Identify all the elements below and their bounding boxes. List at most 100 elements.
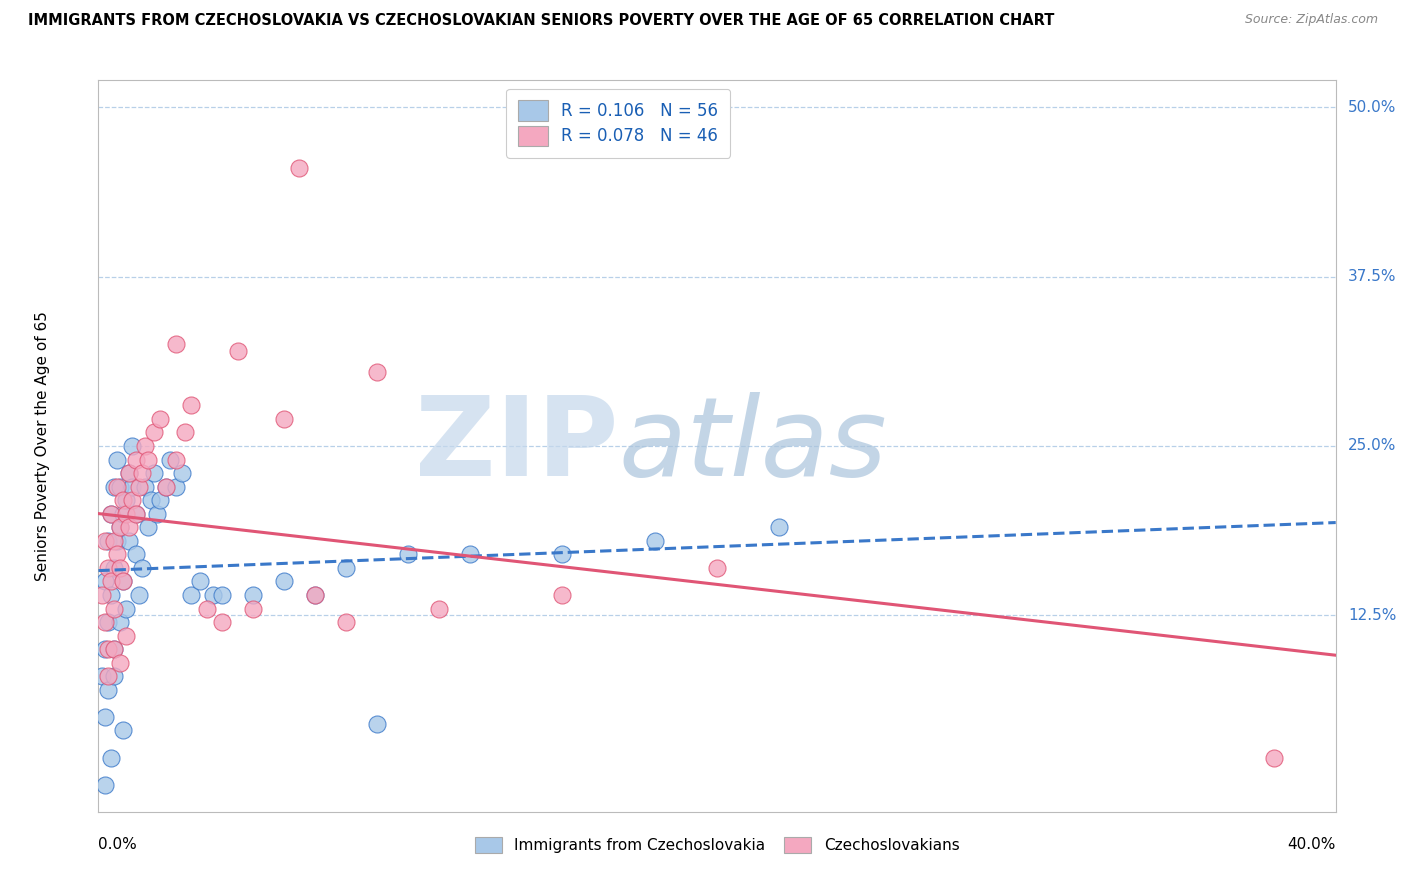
Point xyxy=(100,507,122,521)
Point xyxy=(103,669,125,683)
Point xyxy=(211,588,233,602)
Point xyxy=(190,574,212,589)
Point xyxy=(128,480,150,494)
Point xyxy=(103,601,125,615)
Point xyxy=(118,466,141,480)
Point xyxy=(115,629,138,643)
Point xyxy=(706,561,728,575)
Point xyxy=(155,480,177,494)
Point xyxy=(118,466,141,480)
Point xyxy=(165,337,187,351)
Point xyxy=(159,452,181,467)
Point xyxy=(100,507,122,521)
Point xyxy=(100,588,122,602)
Point xyxy=(131,561,153,575)
Point xyxy=(134,480,156,494)
Point xyxy=(93,574,115,589)
Point xyxy=(121,439,143,453)
Point xyxy=(93,642,115,657)
Point xyxy=(174,425,197,440)
Point xyxy=(149,412,172,426)
Text: 12.5%: 12.5% xyxy=(1348,607,1396,623)
Point xyxy=(146,507,169,521)
Point xyxy=(108,561,131,575)
Point xyxy=(201,588,224,602)
Point xyxy=(97,533,120,548)
Point xyxy=(180,588,202,602)
Point xyxy=(103,533,125,548)
Point xyxy=(105,533,128,548)
Point xyxy=(1263,750,1285,764)
Point xyxy=(108,480,131,494)
Point xyxy=(458,547,481,561)
Point xyxy=(118,520,141,534)
Point xyxy=(105,480,128,494)
Point xyxy=(103,642,125,657)
Point xyxy=(149,493,172,508)
Text: 25.0%: 25.0% xyxy=(1348,439,1396,453)
Point xyxy=(108,656,131,670)
Point xyxy=(242,588,264,602)
Point xyxy=(103,642,125,657)
Text: 0.0%: 0.0% xyxy=(98,838,138,853)
Point xyxy=(143,466,166,480)
Point xyxy=(551,588,574,602)
Text: 37.5%: 37.5% xyxy=(1348,269,1396,285)
Point xyxy=(93,615,115,629)
Point xyxy=(103,480,125,494)
Point xyxy=(121,480,143,494)
Point xyxy=(97,561,120,575)
Point xyxy=(97,682,120,697)
Point xyxy=(108,520,131,534)
Point xyxy=(112,574,135,589)
Point xyxy=(93,778,115,792)
Point xyxy=(97,642,120,657)
Point xyxy=(115,507,138,521)
Point xyxy=(97,615,120,629)
Point xyxy=(97,669,120,683)
Point xyxy=(136,452,159,467)
Point xyxy=(273,574,295,589)
Point xyxy=(105,452,128,467)
Point xyxy=(195,601,218,615)
Point xyxy=(226,344,249,359)
Text: 50.0%: 50.0% xyxy=(1348,100,1396,115)
Point xyxy=(644,533,666,548)
Point xyxy=(131,466,153,480)
Point xyxy=(304,588,326,602)
Point xyxy=(180,398,202,412)
Point xyxy=(105,547,128,561)
Point xyxy=(121,493,143,508)
Point xyxy=(103,561,125,575)
Point xyxy=(128,588,150,602)
Point xyxy=(124,452,146,467)
Point xyxy=(366,364,388,378)
Point xyxy=(112,723,135,738)
Point xyxy=(211,615,233,629)
Point xyxy=(112,507,135,521)
Point xyxy=(242,601,264,615)
Point xyxy=(93,710,115,724)
Point xyxy=(366,716,388,731)
Point xyxy=(273,412,295,426)
Point xyxy=(143,425,166,440)
Point xyxy=(112,574,135,589)
Point xyxy=(427,601,450,615)
Legend: Immigrants from Czechoslovakia, Czechoslovakians: Immigrants from Czechoslovakia, Czechosl… xyxy=(468,830,966,859)
Point xyxy=(108,520,131,534)
Point xyxy=(288,161,311,176)
Text: Source: ZipAtlas.com: Source: ZipAtlas.com xyxy=(1244,13,1378,27)
Point xyxy=(335,615,357,629)
Point xyxy=(124,547,146,561)
Point xyxy=(396,547,419,561)
Point xyxy=(118,533,141,548)
Point xyxy=(90,669,112,683)
Point xyxy=(139,493,162,508)
Text: 40.0%: 40.0% xyxy=(1288,838,1336,853)
Point xyxy=(108,615,131,629)
Point xyxy=(170,466,193,480)
Text: atlas: atlas xyxy=(619,392,887,500)
Point xyxy=(90,588,112,602)
Point xyxy=(124,507,146,521)
Point xyxy=(165,452,187,467)
